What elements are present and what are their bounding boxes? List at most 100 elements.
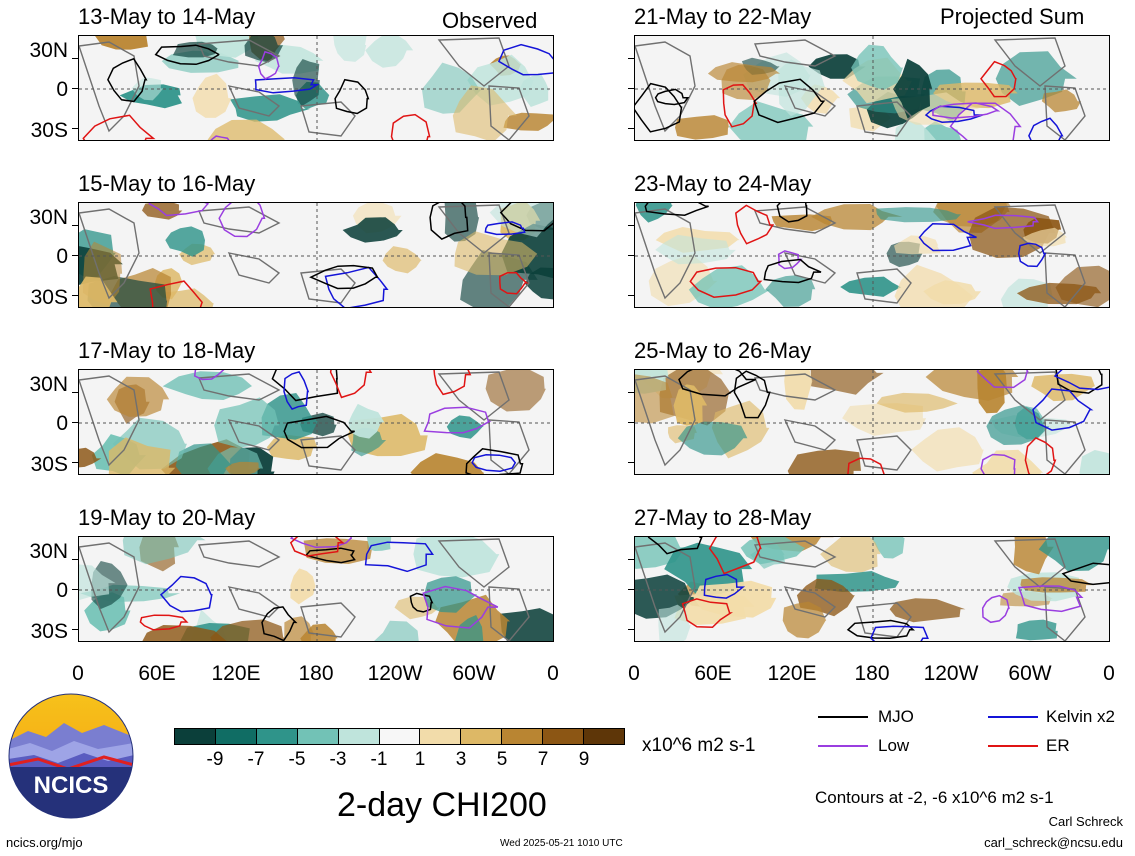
panel-title: 21-May to 22-May — [634, 4, 812, 29]
wave-contour — [148, 203, 209, 217]
coastline — [300, 268, 356, 304]
legend-label-low: Low — [878, 736, 910, 755]
colorbar-label: 7 — [537, 749, 549, 770]
legend-line-er — [988, 745, 1038, 747]
wave-contour — [980, 60, 1017, 98]
anomaly-shading — [1041, 89, 1082, 113]
anomaly-shading — [210, 619, 285, 641]
anomaly-shading — [1022, 227, 1067, 247]
logo-text: NCICS — [34, 772, 109, 799]
wave-contour — [324, 266, 389, 307]
anomaly-shading — [923, 280, 982, 305]
axis-tick — [628, 225, 634, 227]
anomaly-shading — [165, 226, 205, 257]
colorbar-label: -5 — [288, 749, 306, 770]
anomaly-shading — [688, 265, 771, 307]
lat-label-30s: 30S — [30, 453, 68, 476]
panel-title: 13-May to 14-May — [78, 4, 256, 29]
axis-tick — [72, 295, 78, 297]
anomaly-shading — [348, 403, 385, 439]
colorbar-label: -3 — [329, 749, 347, 770]
wave-contour — [1053, 370, 1109, 391]
axis-tick — [628, 462, 634, 464]
anomaly-shading — [673, 384, 708, 426]
wave-contour — [678, 370, 757, 397]
anomaly-shading — [787, 449, 861, 474]
coastline — [300, 435, 356, 471]
wave-contour — [210, 135, 230, 140]
source-url[interactable]: ncics.org/mjo — [6, 835, 83, 850]
map-panel — [78, 536, 554, 642]
coastline — [488, 85, 530, 140]
coastline — [300, 602, 356, 638]
anomaly-shading — [889, 598, 966, 623]
axis-tick — [72, 225, 78, 227]
colorbar-swatch — [338, 729, 380, 744]
coastline — [79, 208, 140, 300]
coastline — [437, 204, 510, 254]
coastline — [227, 419, 281, 451]
coastline — [753, 206, 837, 234]
anomaly-shading — [782, 601, 827, 639]
coastline — [783, 586, 837, 618]
coastline — [227, 586, 281, 618]
axis-tick — [628, 58, 634, 60]
wave-contour — [423, 406, 492, 434]
anomaly-shading — [784, 370, 813, 410]
wave-contour — [329, 370, 373, 399]
coastline — [856, 101, 912, 137]
coastline — [197, 540, 281, 568]
wave-contour — [635, 82, 683, 133]
wave-contour — [465, 448, 524, 474]
wave-contour — [364, 541, 435, 573]
coastline — [993, 538, 1066, 588]
coastline — [1044, 252, 1086, 307]
lat-label-30n: 30N — [29, 39, 68, 62]
wave-contour — [499, 203, 553, 232]
wave-contour — [309, 264, 379, 290]
wave-contour — [763, 258, 822, 284]
colorbar-swatch — [175, 729, 216, 744]
panel-title: 27-May to 28-May — [634, 505, 812, 530]
panel-title: 23-May to 24-May — [634, 171, 812, 196]
wave-contour — [722, 84, 758, 128]
author-name: Carl Schreck — [1048, 814, 1123, 829]
anomaly-shading — [79, 447, 102, 468]
anomaly-shading — [333, 36, 367, 62]
anomaly-shading — [972, 449, 1044, 474]
wave-contour — [471, 454, 517, 472]
colorbar-units: x10^6 m2 s-1 — [642, 735, 756, 756]
colorbar-swatch — [420, 729, 462, 744]
anomaly-shading — [382, 246, 422, 274]
wave-contour — [497, 43, 553, 76]
anomaly-shading — [1038, 537, 1109, 572]
panel-tag-projected: Projected Sum — [940, 4, 1085, 29]
anomaly-shading — [485, 370, 546, 412]
lat-label-30n: 30N — [29, 206, 68, 229]
anomaly-shading — [214, 397, 279, 448]
legend-line-mjo — [818, 716, 868, 718]
coastline — [79, 375, 140, 467]
wave-contour — [409, 592, 434, 613]
author-email[interactable]: carl_schreck@ncsu.edu — [984, 835, 1123, 850]
wave-contour — [271, 370, 339, 402]
coastline — [79, 41, 140, 133]
wave-contour — [283, 371, 310, 411]
lon-label: 120E — [767, 662, 817, 685]
panel-title: 17-May to 18-May — [78, 338, 256, 363]
anomaly-shading — [261, 393, 320, 440]
wave-contour — [654, 88, 690, 106]
map-panel — [78, 369, 554, 475]
anomaly-shading — [365, 36, 414, 68]
colorbar-swatch — [297, 729, 339, 744]
map-panel — [634, 536, 1110, 642]
wave-contour — [1024, 436, 1057, 474]
map-panel — [78, 202, 554, 308]
timestamp: Wed 2025-05-21 1010 UTC — [500, 838, 623, 849]
wave-contour — [924, 105, 983, 123]
anomaly-shading — [290, 568, 316, 605]
colorbar-label: 9 — [578, 749, 590, 770]
wave-contour — [283, 415, 355, 449]
wave-contour — [681, 598, 734, 629]
wave-contour — [733, 370, 771, 419]
